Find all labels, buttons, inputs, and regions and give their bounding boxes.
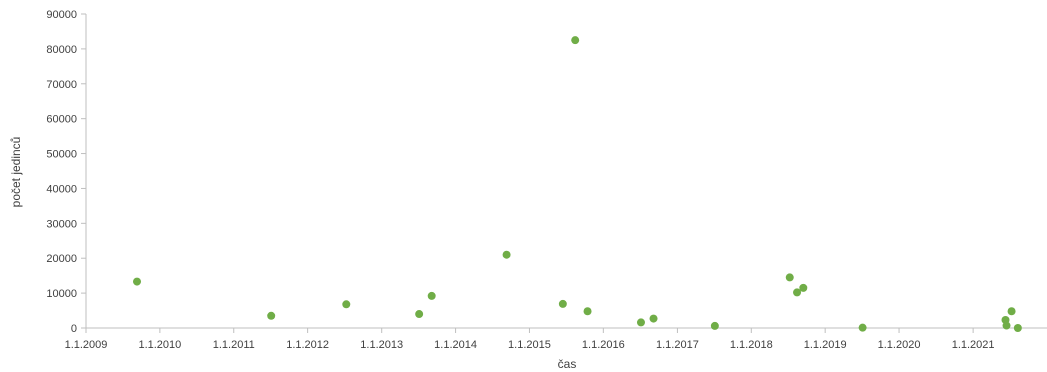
y-tick-label: 0 — [71, 323, 77, 335]
data-point — [571, 36, 580, 45]
y-tick-label: 20000 — [46, 253, 77, 265]
y-tick-label: 60000 — [46, 114, 77, 126]
y-tick-label: 80000 — [46, 44, 77, 56]
x-tick-label: 1.1.2012 — [286, 339, 329, 351]
axes — [85, 14, 1047, 329]
y-tick-label: 30000 — [46, 218, 77, 230]
data-point — [1002, 321, 1011, 330]
x-tick-label: 1.1.2010 — [138, 339, 181, 351]
y-tick-label: 10000 — [46, 288, 77, 300]
data-point — [649, 314, 658, 323]
x-tick-label: 1.1.2020 — [878, 339, 921, 351]
y-axis-title: počet jedinců — [9, 137, 23, 208]
y-tick-label: 50000 — [46, 149, 77, 161]
data-points — [133, 36, 1022, 332]
data-point — [583, 307, 592, 316]
data-point — [793, 288, 802, 297]
data-point — [785, 273, 794, 282]
x-tick-label: 1.1.2011 — [213, 339, 255, 351]
data-point — [415, 310, 424, 319]
x-tick-label: 1.1.2015 — [508, 339, 551, 351]
data-point — [858, 323, 867, 332]
y-tick-label: 90000 — [46, 9, 77, 21]
x-tick-label: 1.1.2014 — [434, 339, 477, 351]
x-tick-label: 1.1.2009 — [65, 339, 108, 351]
x-axis-title: čas — [558, 357, 577, 371]
data-point — [1007, 307, 1016, 316]
x-tick-label: 1.1.2019 — [804, 339, 847, 351]
x-tick-label: 1.1.2013 — [360, 339, 403, 351]
data-point — [267, 311, 276, 320]
data-point — [342, 300, 351, 309]
data-point — [133, 277, 142, 286]
y-tick-label: 70000 — [46, 79, 77, 91]
x-tick-label: 1.1.2016 — [582, 339, 625, 351]
x-tick-label: 1.1.2018 — [730, 339, 773, 351]
x-tick-labels: 1.1.2009 1.1.2010 1.1.2011 1.1.2012 1.1.2013… — [65, 328, 995, 351]
data-point — [799, 283, 808, 292]
data-point — [1013, 324, 1022, 332]
data-point — [558, 299, 567, 308]
data-point — [710, 321, 719, 330]
data-point — [502, 250, 511, 259]
y-tick-labels: 0 10000 20000 30000 40000 50000 60000 70000 8000… — [46, 9, 86, 335]
x-tick-label: 1.1.2017 — [656, 339, 699, 351]
data-point — [636, 318, 645, 327]
y-tick-label: 40000 — [46, 183, 77, 195]
x-tick-label: 1.1.2021 — [952, 339, 995, 351]
data-point — [427, 291, 436, 300]
